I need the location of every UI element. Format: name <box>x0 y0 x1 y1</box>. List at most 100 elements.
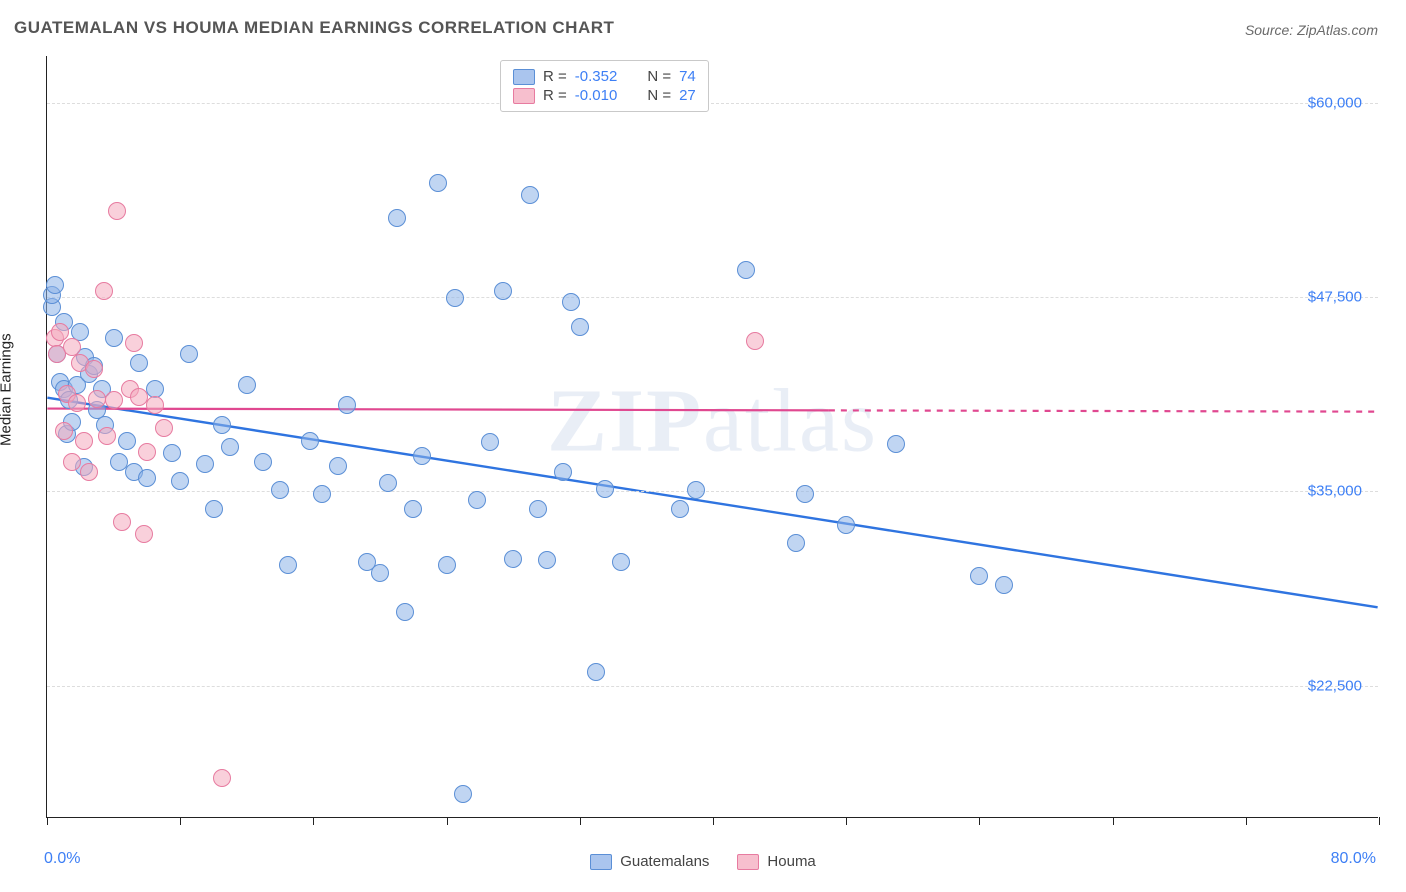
data-point <box>138 443 156 461</box>
data-point <box>371 564 389 582</box>
data-point <box>887 435 905 453</box>
data-point <box>454 785 472 803</box>
data-point <box>238 376 256 394</box>
legend-swatch <box>513 69 535 85</box>
data-point <box>130 354 148 372</box>
x-tick <box>580 817 581 825</box>
data-point <box>213 769 231 787</box>
data-point <box>554 463 572 481</box>
data-point <box>413 447 431 465</box>
data-point <box>671 500 689 518</box>
x-tick <box>846 817 847 825</box>
data-point <box>446 289 464 307</box>
data-point <box>737 261 755 279</box>
gridline <box>47 103 1378 104</box>
data-point <box>138 469 156 487</box>
data-point <box>171 472 189 490</box>
data-point <box>68 394 86 412</box>
watermark: ZIPatlas <box>547 370 878 473</box>
legend-swatch-b <box>737 854 759 870</box>
legend-swatch-a <box>590 854 612 870</box>
data-point <box>538 551 556 569</box>
bottom-legend: Guatemalans Houma <box>0 853 1406 870</box>
gridline <box>47 686 1378 687</box>
data-point <box>571 318 589 336</box>
data-point <box>521 186 539 204</box>
x-tick <box>447 817 448 825</box>
x-range-max: 80.0% <box>1331 850 1376 868</box>
data-point <box>438 556 456 574</box>
data-point <box>95 282 113 300</box>
legend-swatch <box>513 88 535 104</box>
data-point <box>51 323 69 341</box>
corr-r-label: R = <box>543 68 567 85</box>
x-tick <box>180 817 181 825</box>
data-point <box>481 433 499 451</box>
data-point <box>279 556 297 574</box>
x-tick <box>47 817 48 825</box>
source-label: Source: ZipAtlas.com <box>1245 22 1378 38</box>
data-point <box>75 432 93 450</box>
data-point <box>80 463 98 481</box>
correlation-legend: R = -0.352N = 74R = -0.010N = 27 <box>500 60 709 112</box>
x-tick <box>1113 817 1114 825</box>
data-point <box>105 329 123 347</box>
legend-item-houma: Houma <box>737 853 815 870</box>
data-point <box>494 282 512 300</box>
chart-container: GUATEMALAN VS HOUMA MEDIAN EARNINGS CORR… <box>0 0 1406 892</box>
data-point <box>118 432 136 450</box>
x-tick <box>313 817 314 825</box>
data-point <box>329 457 347 475</box>
data-point <box>155 419 173 437</box>
data-point <box>46 276 64 294</box>
x-tick <box>979 817 980 825</box>
corr-r-value: -0.010 <box>575 87 618 104</box>
data-point <box>88 390 106 408</box>
gridline <box>47 491 1378 492</box>
data-point <box>970 567 988 585</box>
data-point <box>787 534 805 552</box>
data-point <box>313 485 331 503</box>
data-point <box>55 422 73 440</box>
y-tick-label: $22,500 <box>1308 677 1362 694</box>
gridline <box>47 297 1378 298</box>
watermark-suffix: atlas <box>703 372 878 471</box>
data-point <box>612 553 630 571</box>
data-point <box>196 455 214 473</box>
corr-r-label: R = <box>543 87 567 104</box>
data-point <box>301 432 319 450</box>
data-point <box>221 438 239 456</box>
data-point <box>271 481 289 499</box>
data-point <box>130 388 148 406</box>
data-point <box>504 550 522 568</box>
data-point <box>396 603 414 621</box>
corr-n-label: N = <box>647 68 671 85</box>
data-point <box>98 427 116 445</box>
trend-lines <box>47 56 1378 817</box>
data-point <box>205 500 223 518</box>
data-point <box>213 416 231 434</box>
data-point <box>468 491 486 509</box>
watermark-prefix: ZIP <box>547 372 703 471</box>
data-point <box>338 396 356 414</box>
y-axis-label: Median Earnings <box>0 333 15 446</box>
data-point <box>379 474 397 492</box>
data-point <box>163 444 181 462</box>
legend-row: R = -0.010N = 27 <box>513 86 696 105</box>
data-point <box>108 202 126 220</box>
data-point <box>135 525 153 543</box>
data-point <box>113 513 131 531</box>
x-range-min: 0.0% <box>44 850 80 868</box>
data-point <box>429 174 447 192</box>
data-point <box>404 500 422 518</box>
data-point <box>63 453 81 471</box>
data-point <box>796 485 814 503</box>
legend-label-b: Houma <box>767 853 815 870</box>
y-tick-label: $60,000 <box>1308 94 1362 111</box>
data-point <box>180 345 198 363</box>
data-point <box>125 334 143 352</box>
data-point <box>746 332 764 350</box>
corr-n-label: N = <box>647 87 671 104</box>
data-point <box>85 360 103 378</box>
data-point <box>388 209 406 227</box>
